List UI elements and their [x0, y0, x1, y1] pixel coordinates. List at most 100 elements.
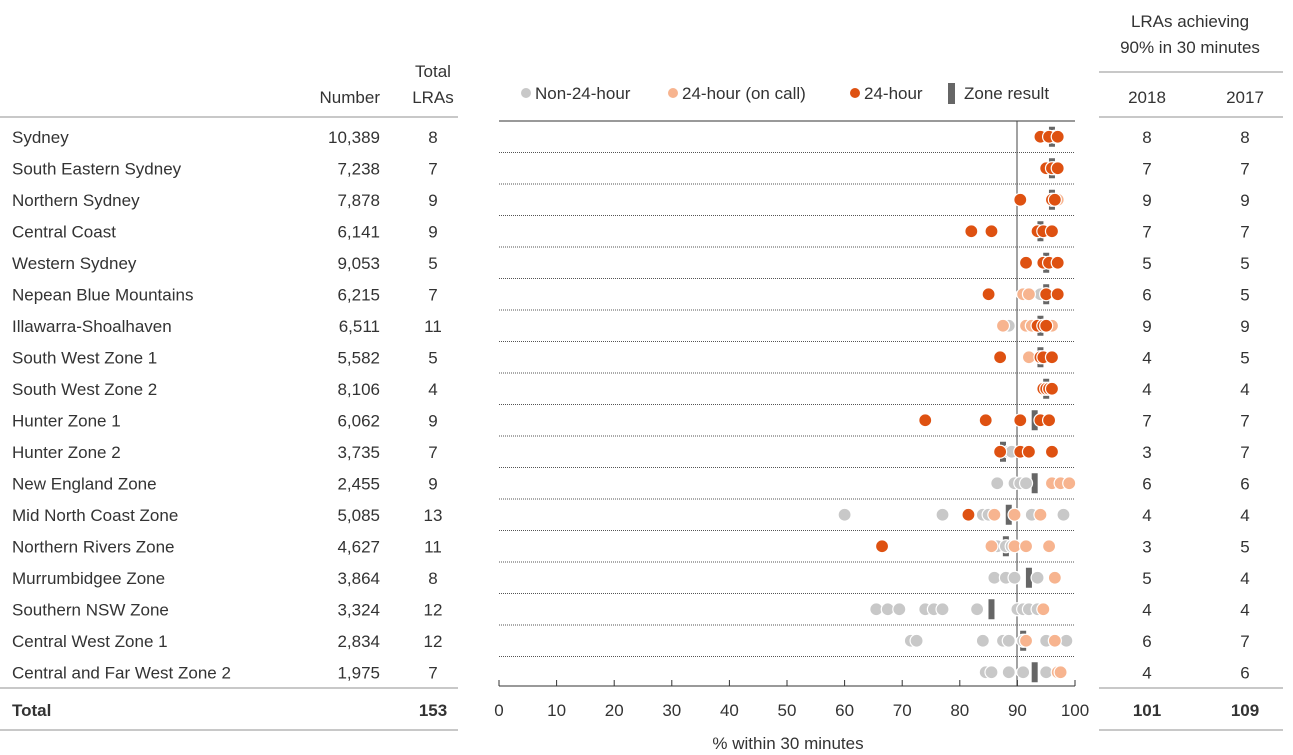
- row-total-lras: 9: [428, 222, 437, 241]
- row-lras-2018: 4: [1142, 380, 1151, 399]
- row-number: 9,053: [337, 254, 380, 273]
- total-2018-value: 101: [1133, 701, 1161, 720]
- header-lras-achieving-line2: 90% in 30 minutes: [1120, 38, 1260, 57]
- row-number: 5,582: [337, 348, 380, 367]
- total-lras-value: 153: [419, 701, 447, 720]
- header-number: Number: [320, 88, 381, 107]
- row-lras-2018: 4: [1142, 663, 1151, 682]
- non-24-hour-point: [935, 602, 950, 617]
- total-2017-value: 109: [1231, 701, 1259, 720]
- row-name: Hunter Zone 1: [12, 411, 121, 430]
- x-tick-label: 40: [720, 701, 739, 720]
- non-24-hour-point: [1001, 665, 1016, 680]
- row-total-lras: 5: [428, 254, 437, 273]
- 24-hour-point: [1044, 350, 1060, 365]
- x-tick-label: 30: [662, 701, 681, 720]
- 24-hour-point: [1013, 413, 1028, 428]
- on-call-point: [1047, 633, 1062, 648]
- row-total-lras: 8: [428, 569, 437, 588]
- on-call-point: [1033, 507, 1048, 522]
- row-name: South West Zone 1: [12, 348, 157, 367]
- non-24-hour-point: [969, 602, 985, 617]
- row-name: Central West Zone 1: [12, 632, 168, 651]
- row-lras-2017: 9: [1240, 191, 1249, 210]
- legend-non24-label: Non-24-hour: [535, 84, 631, 103]
- row-name: South West Zone 2: [12, 380, 157, 399]
- non-24-hour-point: [837, 507, 852, 522]
- legend-non24-marker: [521, 88, 531, 98]
- row-total-lras: 8: [428, 128, 437, 147]
- row-number: 7,238: [337, 159, 380, 178]
- row-number: 1,975: [337, 663, 380, 682]
- legend-oncall-label: 24-hour (on call): [682, 84, 806, 103]
- 24-hour-point: [1050, 129, 1065, 144]
- row-name: Central Coast: [12, 222, 116, 241]
- non-24-hour-point: [892, 602, 907, 617]
- row-name: New England Zone: [12, 474, 157, 493]
- row-total-lras: 7: [428, 285, 437, 304]
- zone-result-marker: [1025, 567, 1032, 588]
- row-lras-2018: 9: [1142, 191, 1151, 210]
- row-number: 6,511: [339, 317, 380, 336]
- 24-hour-point: [1047, 192, 1062, 207]
- row-lras-2018: 7: [1142, 222, 1151, 241]
- row-lras-2017: 7: [1240, 411, 1249, 430]
- 24-hour-point: [1039, 318, 1054, 333]
- non-24-hour-point: [1030, 570, 1045, 585]
- 24-hour-point: [978, 413, 993, 428]
- legend-24h-marker: [850, 88, 860, 98]
- row-number: 3,864: [337, 569, 380, 588]
- zone-result-marker: [1031, 662, 1038, 683]
- row-lras-2018: 6: [1142, 474, 1151, 493]
- row-name: South Eastern Sydney: [12, 159, 182, 178]
- 24-hour-point: [981, 287, 996, 302]
- row-name: Western Sydney: [12, 254, 137, 273]
- row-name: Southern NSW Zone: [12, 600, 169, 619]
- legend: Non-24-hour 24-hour (on call) 24-hour Zo…: [521, 83, 1049, 104]
- row-lras-2017: 6: [1240, 474, 1249, 493]
- row-name: Northern Sydney: [12, 191, 140, 210]
- row-lras-2017: 4: [1240, 600, 1249, 619]
- x-tick-label: 60: [835, 701, 854, 720]
- row-number: 2,455: [337, 474, 380, 493]
- non-24-hour-point: [990, 476, 1005, 491]
- row-lras-2018: 9: [1142, 317, 1151, 336]
- 24-hour-point: [993, 444, 1008, 459]
- row-lras-2017: 4: [1240, 506, 1249, 525]
- row-total-lras: 9: [428, 411, 437, 430]
- total-label: Total: [12, 701, 51, 720]
- on-call-point: [1018, 633, 1034, 648]
- 24-hour-point: [984, 224, 999, 239]
- row-total-lras: 12: [424, 632, 443, 651]
- header-year-2017: 2017: [1226, 88, 1264, 107]
- row-total-lras: 4: [428, 380, 437, 399]
- row-lras-2018: 7: [1142, 159, 1151, 178]
- legend-zone-marker: [948, 83, 955, 104]
- row-total-lras: 12: [424, 600, 443, 619]
- on-call-point: [1041, 539, 1057, 554]
- row-lras-2017: 7: [1240, 443, 1249, 462]
- row-lras-2018: 7: [1142, 411, 1151, 430]
- row-total-lras: 7: [428, 159, 437, 178]
- on-call-point: [1036, 602, 1051, 617]
- row-lras-2017: 5: [1240, 285, 1249, 304]
- row-lras-2017: 4: [1240, 569, 1249, 588]
- 24-hour-point: [1050, 287, 1065, 302]
- row-lras-2018: 4: [1142, 600, 1151, 619]
- row-lras-2018: 4: [1142, 348, 1151, 367]
- row-number: 4,627: [337, 537, 380, 556]
- header-total-lras-line2: LRAs: [412, 88, 454, 107]
- row-total-lras: 7: [428, 443, 437, 462]
- row-lras-2018: 4: [1142, 506, 1151, 525]
- row-name: Northern Rivers Zone: [12, 537, 175, 556]
- legend-zone-label: Zone result: [964, 84, 1049, 103]
- 24-hour-point: [993, 350, 1008, 365]
- 24-hour-point: [1021, 444, 1037, 459]
- x-tick-label: 0: [494, 701, 503, 720]
- row-lras-2017: 7: [1240, 632, 1249, 651]
- row-lras-2017: 7: [1240, 222, 1249, 241]
- row-name: Sydney: [12, 128, 69, 147]
- row-lras-2017: 5: [1240, 254, 1249, 273]
- row-name: Nepean Blue Mountains: [12, 285, 193, 304]
- row-number: 7,878: [337, 191, 380, 210]
